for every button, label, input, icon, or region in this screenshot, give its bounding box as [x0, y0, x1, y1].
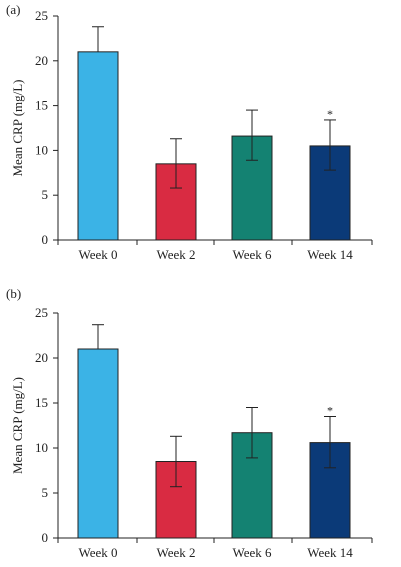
y-tick-label: 15 [35, 395, 48, 410]
x-tick-label: Week 6 [232, 545, 272, 560]
significance-marker: * [327, 404, 333, 418]
y-tick-label: 5 [42, 485, 49, 500]
panel-label: (a) [6, 2, 20, 17]
y-tick-label: 5 [42, 187, 49, 202]
y-tick-label: 25 [35, 305, 48, 320]
bar-week-0 [77, 348, 119, 539]
x-tick-label: Week 14 [307, 545, 353, 560]
bar-week-0 [77, 51, 119, 241]
panel-label: (b) [6, 286, 21, 301]
x-tick-label: Week 2 [156, 247, 195, 262]
x-tick-label: Week 2 [156, 545, 195, 560]
y-axis-label: Mean CRP (mg/L) [10, 377, 25, 474]
y-tick-label: 20 [35, 350, 48, 365]
x-tick-label: Week 14 [307, 247, 353, 262]
x-tick-label: Week 0 [78, 545, 117, 560]
y-tick-label: 0 [42, 232, 49, 247]
y-tick-label: 25 [35, 8, 48, 23]
significance-marker: * [327, 107, 333, 121]
y-tick-label: 10 [35, 440, 48, 455]
x-tick-label: Week 6 [232, 247, 272, 262]
y-tick-label: 10 [35, 142, 48, 157]
x-tick-label: Week 0 [78, 247, 117, 262]
y-tick-label: 15 [35, 98, 48, 113]
y-axis-label: Mean CRP (mg/L) [10, 79, 25, 176]
y-tick-label: 0 [42, 530, 49, 545]
bar-week-2 [155, 461, 197, 539]
y-tick-label: 20 [35, 53, 48, 68]
